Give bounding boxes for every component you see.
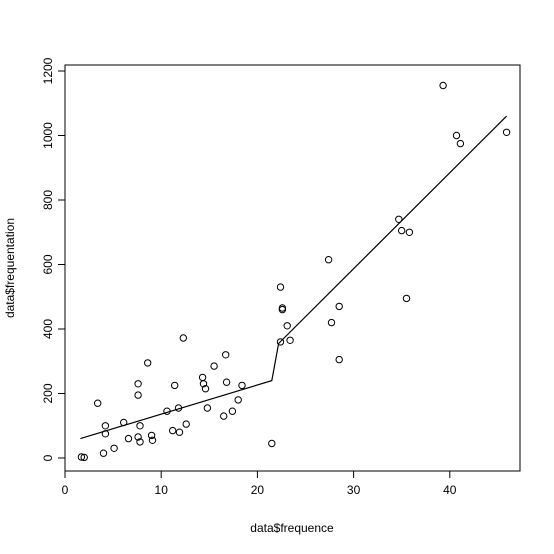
- data-point: [174, 404, 183, 412]
- data-point: [395, 215, 403, 224]
- data-point: [94, 399, 102, 407]
- data-point: [286, 336, 294, 344]
- y-tick-label: 800: [41, 190, 55, 210]
- data-point: [201, 385, 210, 393]
- data-point: [324, 256, 333, 264]
- data-point: [77, 453, 86, 461]
- data-point: [101, 422, 110, 430]
- data-point: [171, 381, 179, 390]
- data-point: [238, 381, 246, 390]
- data-point: [398, 226, 406, 235]
- y-tick-label: 600: [41, 254, 55, 274]
- y-tick-label: 1000: [41, 122, 55, 149]
- data-point: [283, 322, 291, 330]
- data-point: [134, 433, 142, 441]
- x-tick-label: 10: [155, 483, 169, 497]
- data-point: [502, 128, 511, 137]
- x-tick-label: 40: [443, 483, 457, 497]
- data-point: [124, 434, 133, 443]
- data-point: [147, 431, 156, 440]
- data-point: [335, 302, 343, 311]
- y-tick-label: 1200: [41, 57, 55, 84]
- data-point: [182, 420, 190, 428]
- data-point: [439, 81, 447, 90]
- data-point: [136, 422, 144, 430]
- data-point: [134, 380, 142, 388]
- data-point: [199, 380, 208, 388]
- data-point: [80, 453, 88, 462]
- data-point: [101, 430, 110, 438]
- points-layer: [77, 81, 511, 462]
- data-point: [234, 396, 242, 404]
- data-point: [268, 439, 276, 448]
- data-point: [120, 418, 128, 427]
- data-point: [452, 131, 461, 140]
- x-axis-label: data$frequence: [250, 521, 334, 535]
- y-tick-label: 400: [41, 319, 55, 339]
- data-point: [276, 283, 285, 291]
- data-point: [99, 449, 108, 457]
- data-point: [327, 318, 336, 327]
- data-point: [220, 412, 228, 420]
- x-axis: 0 10 20 30 40: [62, 470, 457, 497]
- x-tick-label: 30: [347, 483, 361, 497]
- data-point: [134, 391, 142, 399]
- data-point: [278, 305, 287, 314]
- y-axis: 0 200 400 600 800 1000 1200: [41, 57, 66, 461]
- y-tick-label: 200: [41, 383, 55, 403]
- data-point: [210, 362, 218, 370]
- data-point: [144, 359, 152, 367]
- y-tick-label: 0: [41, 454, 55, 461]
- x-tick-label: 0: [62, 483, 69, 497]
- data-point: [179, 334, 188, 342]
- data-point: [136, 438, 144, 446]
- data-point: [222, 378, 231, 386]
- data-point: [335, 355, 343, 364]
- data-point: [169, 426, 177, 435]
- data-point: [175, 428, 184, 436]
- y-axis-label: data$frequentation: [3, 218, 17, 318]
- data-point: [203, 404, 212, 412]
- data-point: [276, 338, 285, 346]
- data-point: [163, 407, 171, 415]
- data-point: [402, 294, 411, 303]
- x-tick-label: 20: [251, 483, 265, 497]
- data-point: [228, 407, 237, 415]
- data-point: [405, 228, 414, 237]
- data-point: [110, 444, 118, 452]
- data-point: [222, 351, 230, 359]
- data-point: [456, 139, 465, 148]
- data-point: [148, 436, 157, 444]
